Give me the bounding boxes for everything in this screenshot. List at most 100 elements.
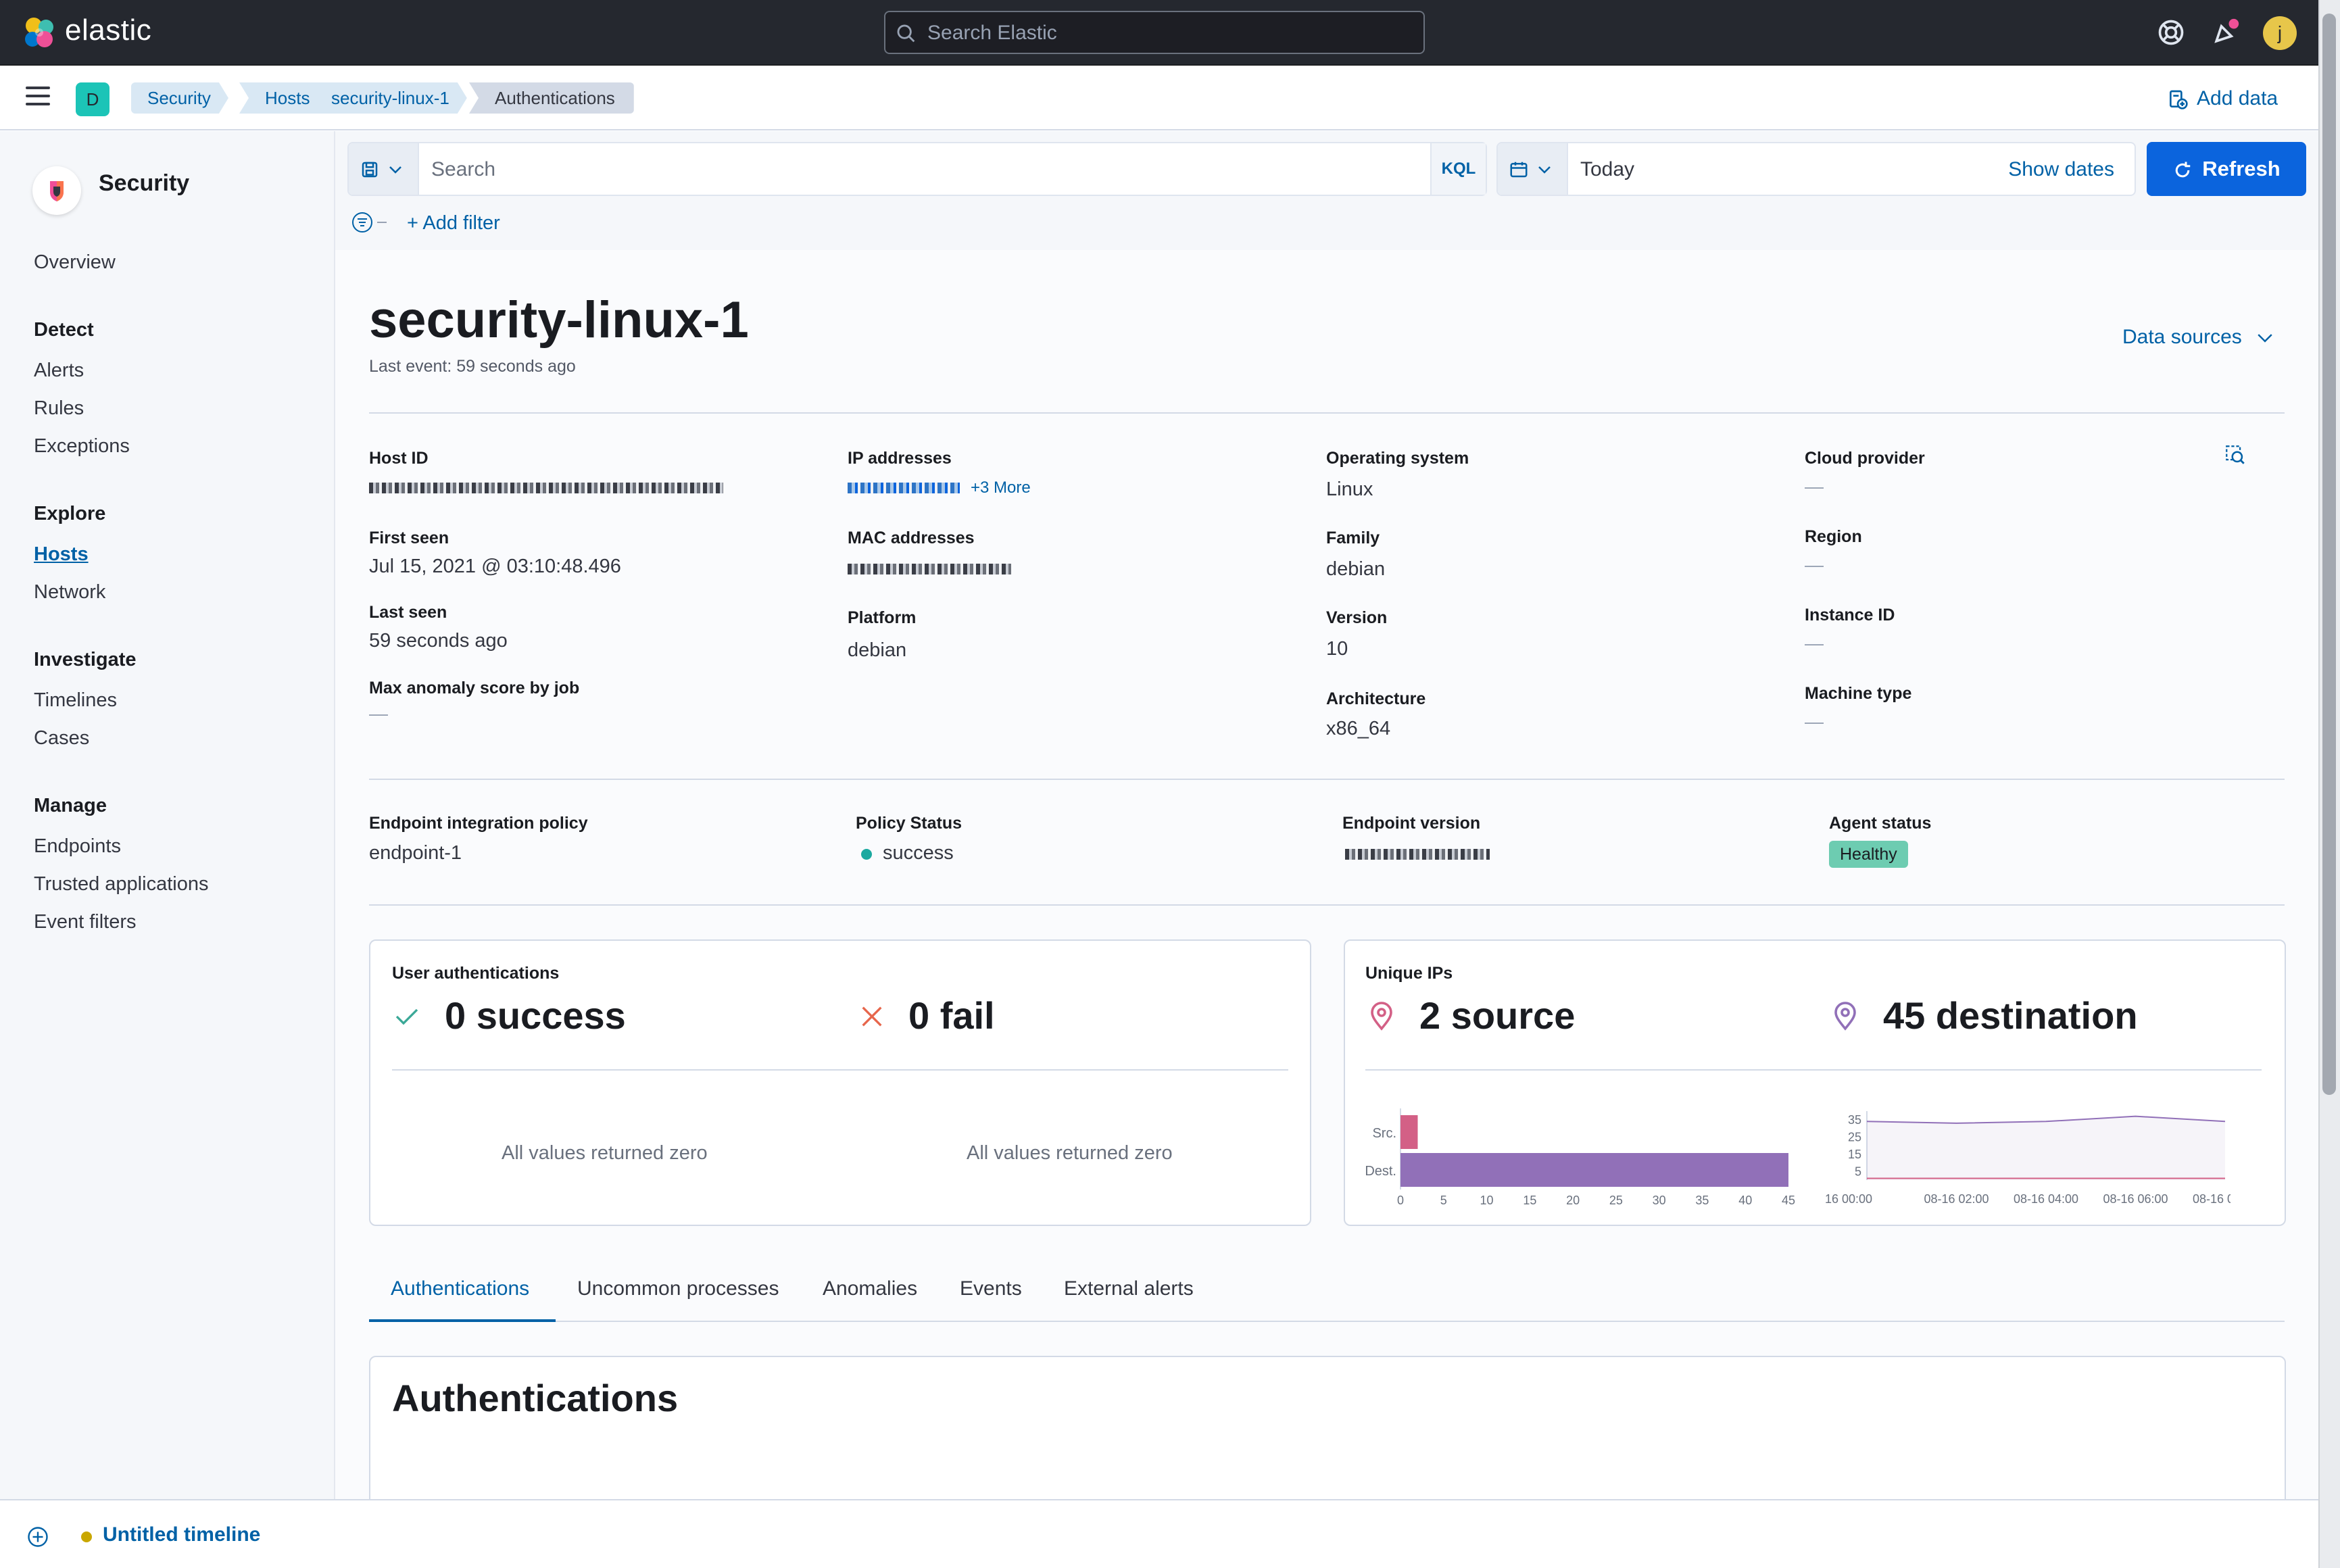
add-data-button[interactable]: Add data: [2167, 84, 2278, 114]
add-data-icon: [2170, 90, 2188, 109]
timeline-name-button[interactable]: Untitled timeline: [103, 1523, 261, 1546]
ip-address-value[interactable]: [848, 483, 960, 493]
area-y-tick-label: 5: [1855, 1165, 1861, 1178]
show-dates-button[interactable]: Show dates: [2008, 158, 2114, 180]
unique-ips-area-chart: 5 15 25 35 08-16 00:00 08-16 02:00 08-16 04:00…: [1825, 1111, 2231, 1206]
tab-external-alerts[interactable]: External alerts: [1064, 1277, 1194, 1300]
area-x-tick-label: 08-16 06:00: [2103, 1192, 2168, 1206]
policy-status-label: Policy Status: [856, 814, 962, 833]
bar-x-tick-label: 10: [1480, 1194, 1494, 1207]
mac-addresses-label: MAC addresses: [848, 529, 975, 547]
query-language-button[interactable]: KQL: [1430, 143, 1486, 195]
news-feed-icon[interactable]: [2210, 18, 2240, 47]
machine-type-label: Machine type: [1805, 684, 1912, 703]
version-label: Version: [1326, 608, 1388, 627]
saved-query-button[interactable]: [349, 143, 419, 195]
help-icon[interactable]: [2156, 18, 2186, 47]
refresh-label: Refresh: [2202, 157, 2281, 180]
brand-name[interactable]: elastic: [65, 14, 152, 47]
active-tab-indicator: [369, 1319, 556, 1322]
first-seen-label: First seen: [369, 529, 449, 547]
refresh-button[interactable]: Refresh: [2147, 142, 2306, 196]
inspect-icon[interactable]: [2224, 443, 2247, 466]
user-avatar[interactable]: j: [2263, 16, 2297, 50]
unique-ips-source-value: 2 source: [1419, 994, 1576, 1037]
max-anomaly-label: Max anomaly score by job: [369, 679, 580, 697]
sidebar-item-event-filters[interactable]: Event filters: [34, 911, 137, 933]
region-value: —: [1805, 554, 1824, 575]
tab-uncommon-processes[interactable]: Uncommon processes: [577, 1277, 779, 1300]
ip-addresses-label: IP addresses: [848, 449, 952, 468]
last-event-text: Last event: 59 seconds ago: [369, 357, 576, 376]
divider: [1365, 1069, 2262, 1071]
bar-x-tick-label: 25: [1609, 1194, 1623, 1207]
main-content: [335, 131, 2318, 1499]
host-id-value: [369, 483, 723, 493]
max-anomaly-value: —: [369, 703, 388, 724]
bar-category-label: Src.: [1372, 1126, 1396, 1141]
data-sources-dropdown[interactable]: Data sources: [2122, 326, 2274, 349]
add-data-label: Add data: [2197, 87, 2278, 109]
page-title: security-linux-1: [369, 291, 749, 349]
sidebar-section-investigate: Investigate: [34, 649, 137, 670]
last-seen-label: Last seen: [369, 603, 447, 622]
architecture-label: Architecture: [1326, 689, 1426, 708]
elastic-logo-icon[interactable]: [22, 15, 57, 50]
chevron-down-icon: [389, 166, 401, 174]
platform-value: debian: [848, 639, 907, 661]
bar-x-tick-label: 15: [1523, 1194, 1536, 1207]
auth-fail-value: 0 fail: [908, 994, 995, 1037]
endpoint-policy-value: endpoint-1: [369, 842, 462, 864]
sidebar-item-endpoints[interactable]: Endpoints: [34, 835, 121, 857]
sidebar-title: Security: [99, 170, 190, 196]
query-input[interactable]: Search KQL: [347, 142, 1487, 196]
search-placeholder: Search Elastic: [927, 22, 1057, 44]
endpoint-policy-label: Endpoint integration policy: [369, 814, 588, 833]
security-sidebar: [0, 131, 335, 1499]
cross-icon: [862, 1006, 882, 1027]
area-y-tick-label: 25: [1848, 1130, 1861, 1144]
host-id-label: Host ID: [369, 449, 429, 468]
scrollbar-thumb[interactable]: [2322, 14, 2336, 1095]
tab-events[interactable]: Events: [960, 1277, 1022, 1300]
timeline-bottom-bar: [0, 1499, 2318, 1568]
breadcrumb-security[interactable]: Security: [131, 82, 228, 114]
sidebar-item-cases[interactable]: Cases: [34, 727, 90, 749]
security-shield-icon: [50, 181, 64, 201]
tab-authentications[interactable]: Authentications: [391, 1277, 530, 1300]
sidebar-item-alerts[interactable]: Alerts: [34, 360, 84, 381]
space-avatar[interactable]: D: [76, 82, 109, 116]
ip-more-link[interactable]: +3 More: [971, 479, 1031, 497]
sidebar-item-timelines[interactable]: Timelines: [34, 689, 118, 711]
breadcrumb-host-name[interactable]: security-linux-1: [306, 82, 467, 114]
area-y-tick-label: 15: [1848, 1148, 1861, 1161]
sidebar-item-network[interactable]: Network: [34, 581, 106, 603]
policy-status-dot: [861, 849, 872, 860]
save-icon: [362, 162, 378, 178]
global-search-input[interactable]: Search Elastic: [884, 11, 1425, 54]
tab-anomalies[interactable]: Anomalies: [823, 1277, 918, 1300]
auth-success-value: 0 success: [445, 994, 626, 1037]
filter-options-icon[interactable]: [351, 211, 399, 234]
user-authentications-panel: [369, 939, 1311, 1226]
add-filter-button[interactable]: + Add filter: [407, 212, 500, 234]
authentications-table-panel: [369, 1356, 2286, 1518]
sidebar-item-rules[interactable]: Rules: [34, 397, 84, 419]
bar-x-tick-label: 45: [1782, 1194, 1795, 1207]
divider: [369, 779, 2285, 780]
add-timeline-icon[interactable]: [26, 1525, 50, 1549]
tabs-divider: [369, 1321, 2285, 1322]
sidebar-item-overview[interactable]: Overview: [34, 251, 116, 273]
menu-toggle-button[interactable]: [26, 87, 50, 107]
sidebar-item-hosts[interactable]: Hosts: [34, 543, 89, 565]
version-value: 10: [1326, 638, 1348, 660]
instance-id-label: Instance ID: [1805, 606, 1895, 624]
sidebar-item-trusted-applications[interactable]: Trusted applications: [34, 873, 209, 895]
quick-select-button[interactable]: [1498, 143, 1568, 195]
sidebar-item-exceptions[interactable]: Exceptions: [34, 435, 130, 457]
bar-src: [1400, 1115, 1418, 1149]
region-label: Region: [1805, 527, 1862, 546]
bar-dest: [1400, 1153, 1788, 1187]
chevron-down-icon: [2258, 334, 2272, 343]
date-picker[interactable]: Today Show dates: [1496, 142, 2136, 196]
